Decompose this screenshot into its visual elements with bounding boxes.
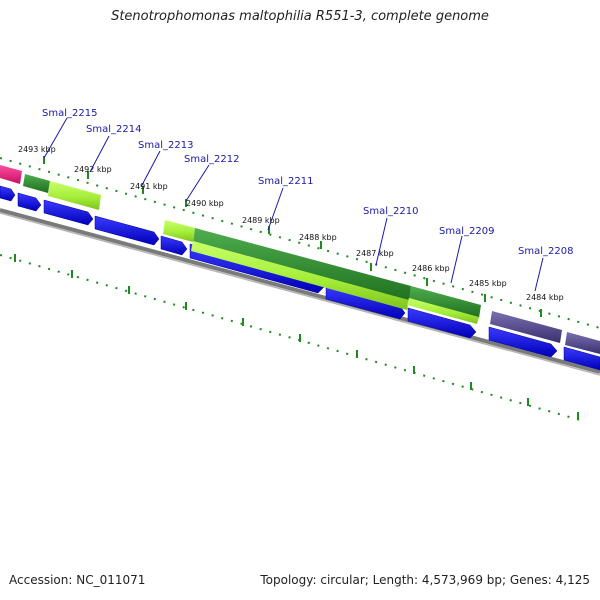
cds-arrow[interactable]: [488, 326, 558, 358]
kbp-label: 2492 kbp: [74, 165, 112, 174]
kbp-label: 2484 kbp: [526, 293, 564, 302]
gene-track: [0, 165, 600, 354]
gene-label-smal-2212[interactable]: Smal_2212: [184, 154, 239, 165]
gene-band-smal-2211-lower[interactable]: [191, 241, 409, 310]
kbp-label: 2486 kbp: [412, 264, 450, 273]
cds-arrow[interactable]: [563, 346, 600, 371]
gene-label-smal-2211[interactable]: Smal_2211: [258, 176, 313, 187]
gene-band-smal-2209[interactable]: [409, 286, 481, 318]
gene-leaders: [43, 117, 544, 292]
gene-band-purple-right[interactable]: [565, 332, 600, 354]
kbp-label: 2491 kbp: [130, 182, 168, 191]
kbp-label: 2485 kbp: [469, 279, 507, 288]
kbp-label: 2493 kbp: [18, 145, 56, 154]
cds-arrow[interactable]: [43, 199, 94, 226]
cds-arrow[interactable]: [407, 307, 477, 339]
outer-dotted-ruler: [0, 157, 600, 329]
cds-arrow[interactable]: [17, 192, 42, 212]
gene-band-smal-2214[interactable]: [48, 181, 101, 210]
gene-label-smal-2214[interactable]: Smal_2214: [86, 124, 141, 135]
kbp-label: 2488 kbp: [299, 233, 337, 242]
genome-backbone-shadow: [0, 212, 600, 376]
gene-label-smal-2213[interactable]: Smal_2213: [138, 140, 193, 151]
cds-arrow[interactable]: [160, 235, 188, 256]
gene-label-smal-2215[interactable]: Smal_2215: [42, 108, 97, 119]
topology-text: Topology: circular; Length: 4,573,969 bp…: [260, 573, 590, 587]
gene-label-smal-2210[interactable]: Smal_2210: [363, 206, 418, 217]
kbp-label: 2487 kbp: [356, 249, 394, 258]
gene-band-magenta[interactable]: [0, 165, 22, 184]
gene-band-smal-2211[interactable]: [193, 228, 411, 302]
kbp-label: 2489 kbp: [242, 216, 280, 225]
accession-text: Accession: NC_011071: [9, 573, 146, 587]
gene-label-smal-2208[interactable]: Smal_2208: [518, 246, 573, 257]
gene-band-smal-2209-lower[interactable]: [407, 298, 479, 324]
gene-band-smal-2212[interactable]: [163, 220, 195, 242]
gene-band-smal-2215[interactable]: [23, 174, 50, 193]
inner-dotted-ruler: [0, 254, 581, 421]
inner-ruler-ticks: [14, 254, 579, 420]
cds-arrow[interactable]: [94, 215, 160, 246]
gene-label-smal-2209[interactable]: Smal_2209: [439, 226, 494, 237]
gene-labels: Smal_2215 Smal_2214 Smal_2213 Smal_2212 …: [42, 108, 573, 257]
gene-band-smal-2208[interactable]: [490, 311, 562, 343]
map-title: Stenotrophomonas maltophilia R551-3, com…: [111, 9, 489, 24]
cds-arrow[interactable]: [0, 185, 16, 202]
kbp-label: 2490 kbp: [186, 199, 224, 208]
genome-backbone: [0, 208, 600, 374]
ruler-labels: 2493 kbp 2492 kbp 2491 kbp 2490 kbp 2489…: [18, 145, 564, 302]
